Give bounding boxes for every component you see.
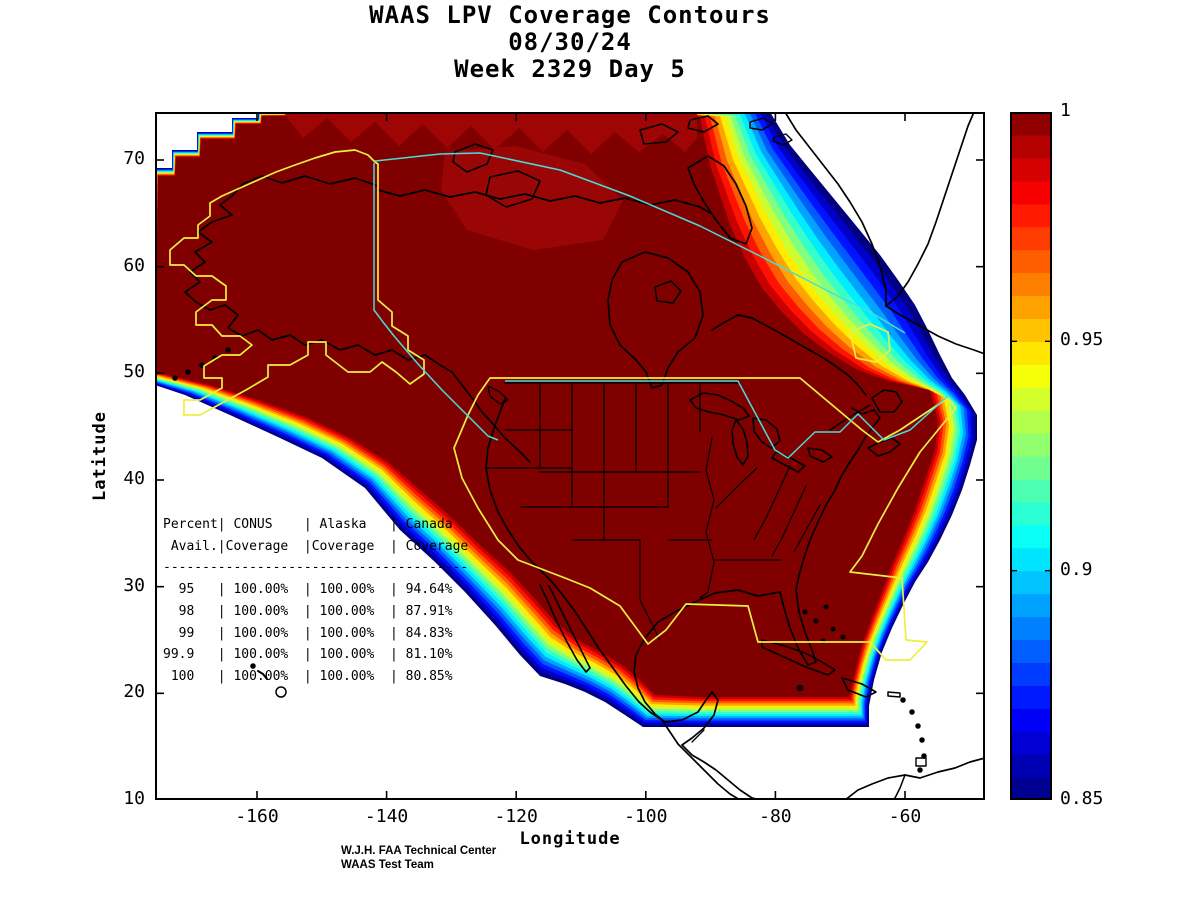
map-plot-area: Percent| CONUS | Alaska | Canada Avail.|… [155,112,985,871]
y-tick-label: 30 [123,574,145,596]
y-tick-label: 20 [123,681,145,703]
y-tick-label: 70 [123,148,145,169]
x-tick-label: -160 [235,806,279,827]
coverage-table: Percent| CONUS | Alaska | Canada Avail.|… [163,517,469,684]
colorbar-tick-label: 1 [1060,100,1071,121]
y-tick-label: 40 [123,468,145,489]
figure-title-block: WAAS LPV Coverage Contours 08/30/24 Week… [155,2,985,83]
footer-credit: W.J.H. FAA Technical Center WAAS Test Te… [341,845,496,872]
figure-week-day: Week 2329 Day 5 [454,55,686,83]
x-tick-label: -120 [494,806,538,827]
footer-line-2: WAAS Test Team [341,858,434,871]
colorbar-tick-label: 0.95 [1060,329,1104,351]
colorbar-tick-label: 0.85 [1060,788,1104,809]
x-tick-label: -100 [624,806,668,827]
colorbar [1010,112,1052,801]
y-tick-label: 50 [123,361,145,383]
y-tick-label: 60 [123,254,145,276]
x-tick-label: -80 [759,806,792,827]
colorbar-gradient [1010,112,1052,801]
x-tick-label: -60 [888,806,922,827]
figure-date: 08/30/24 [508,28,632,56]
coverage-contour-map [155,112,985,800]
figure-title: WAAS LPV Coverage Contours [369,1,771,29]
colorbar-tick-label: 0.9 [1060,558,1093,580]
y-tick-label: 10 [123,788,145,809]
x-axis-label: Longitude [519,829,621,849]
x-tick-label: -140 [364,806,409,827]
footer-line-1: W.J.H. FAA Technical Center [341,845,497,857]
